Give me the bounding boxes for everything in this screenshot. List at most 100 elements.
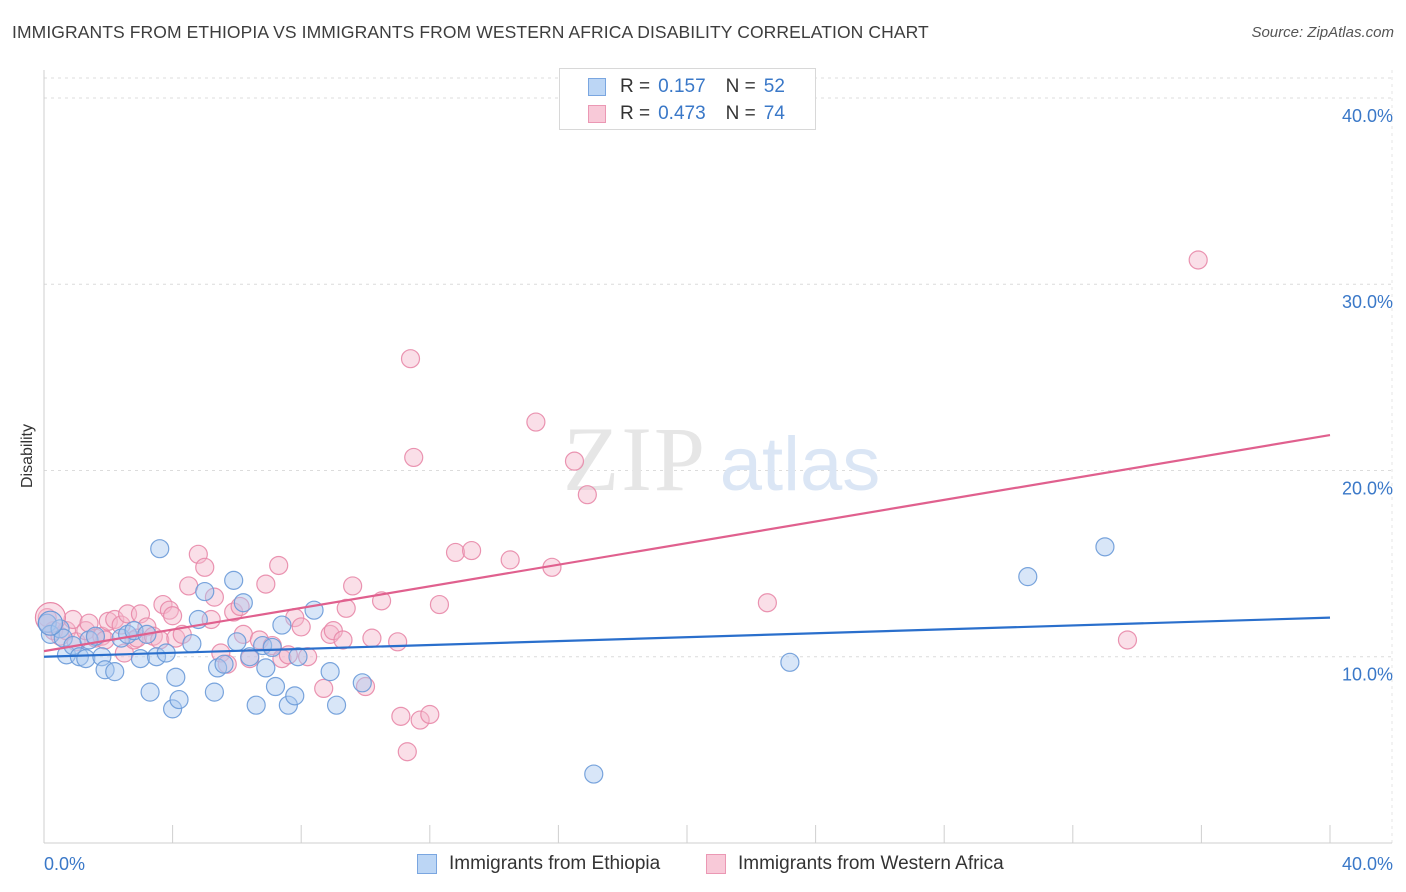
ethiopia-point-12	[105, 662, 125, 682]
western-africa-point-47	[314, 678, 334, 699]
western-africa-point-67	[526, 412, 546, 432]
ethiopia-point-43	[288, 647, 308, 667]
watermark-zip: ZIP	[563, 408, 707, 510]
ethiopia-point-49	[780, 652, 800, 672]
western-africa-point-52	[343, 576, 363, 596]
legend-n-label: N =	[725, 76, 756, 97]
western-africa-point-63	[429, 594, 450, 615]
ethiopia-point-48	[584, 764, 604, 784]
ethiopia-point-16	[130, 648, 151, 669]
ethiopia-point-42	[285, 686, 305, 706]
western-africa-point-39	[256, 574, 276, 594]
western-africa-point-54	[362, 628, 382, 648]
ethiopia-point-30	[214, 654, 234, 674]
legend-swatch-western-africa	[588, 105, 606, 123]
western-africa-point-23	[159, 600, 179, 620]
x-tick-label-max: 40.0%	[1342, 854, 1393, 874]
legend-swatch-ethiopia	[588, 78, 606, 96]
ethiopia-point-1	[40, 624, 61, 644]
bottom-legend-ethiopia: Immigrants from Ethiopia	[417, 852, 660, 876]
western-africa-point-65	[461, 540, 482, 561]
ethiopia-point-34	[240, 647, 260, 667]
legend-row-western-africa: R = 0.473 N = 74	[588, 102, 785, 126]
bottom-legend-label-ethiopia: Immigrants from Ethiopia	[449, 853, 661, 874]
western-africa-point-4	[63, 609, 83, 630]
ethiopia-point-45	[320, 662, 340, 682]
ethiopia-point-20	[150, 539, 170, 559]
ethiopia-point-18	[140, 682, 160, 702]
watermark-atlas: atlas	[720, 422, 881, 507]
grid-lines	[44, 70, 1393, 843]
ethiopia-point-38	[262, 637, 282, 658]
ethiopia-point-35	[246, 695, 266, 715]
trend-line-western-africa	[43, 433, 1331, 653]
legend-n-label: N =	[725, 103, 756, 124]
western-africa-point-41	[269, 555, 289, 576]
y-tick-label-3: 40.0%	[1342, 106, 1393, 126]
western-africa-point-53	[355, 676, 376, 697]
western-africa-point-72	[1117, 630, 1138, 650]
western-africa-point-71	[757, 593, 777, 613]
y-tick-label-2: 30.0%	[1342, 292, 1393, 312]
series-ethiopia-points	[37, 537, 1115, 784]
watermark: ZIP atlas	[563, 408, 880, 510]
bottom-legend-label-western-africa: Immigrants from Western Africa	[738, 853, 1004, 874]
ethiopia-point-7	[76, 648, 96, 669]
ethiopia-point-50	[1018, 567, 1038, 587]
legend-r-value: 0.473	[658, 103, 706, 124]
western-africa-point-73	[1188, 250, 1208, 270]
tick-labels: 10.0% 20.0% 30.0% 40.0% 0.0% 40.0%	[44, 106, 1393, 874]
ethiopia-point-41	[278, 695, 298, 715]
ethiopia-point-25	[182, 634, 202, 654]
chart-title: IMMIGRANTS FROM ETHIOPIA VS IMMIGRANTS F…	[12, 22, 929, 42]
western-africa-point-11	[98, 611, 118, 631]
bottom-legend-swatch-western-africa	[706, 854, 726, 874]
ethiopia-point-22	[163, 699, 183, 719]
western-africa-point-70	[577, 485, 597, 505]
ethiopia-point-23	[166, 667, 186, 687]
western-africa-point-31	[204, 587, 224, 607]
western-africa-point-66	[500, 550, 520, 570]
western-africa-point-69	[564, 451, 585, 471]
ethiopia-point-39	[265, 676, 286, 697]
source-label: Source: ZipAtlas.com	[1251, 24, 1394, 41]
western-africa-point-62	[420, 704, 440, 725]
western-africa-point-50	[333, 630, 353, 650]
ethiopia-point-27	[195, 581, 215, 602]
western-africa-point-27	[179, 576, 199, 596]
ethiopia-point-31	[224, 570, 244, 590]
ethiopia-point-28	[204, 682, 224, 702]
legend-r-label: R =	[620, 103, 651, 124]
western-africa-point-60	[404, 447, 424, 468]
western-africa-point-32	[211, 643, 231, 663]
ethiopia-point-47	[352, 673, 372, 693]
western-africa-point-24	[163, 606, 183, 626]
western-africa-point-58	[397, 742, 417, 762]
ethiopia-cluster-point	[37, 610, 64, 636]
western-africa-point-57	[391, 706, 411, 726]
bottom-legend-western-africa: Immigrants from Western Africa	[706, 852, 1004, 876]
western-africa-point-29	[195, 557, 215, 577]
legend-n-value: 52	[763, 76, 785, 97]
ethiopia-point-40	[272, 615, 292, 635]
x-tick-label-min: 0.0%	[44, 854, 85, 874]
bottom-legend-swatch-ethiopia	[417, 854, 437, 874]
trend-lines	[43, 433, 1331, 658]
series-western-africa-points	[34, 250, 1208, 762]
western-africa-point-35	[230, 596, 250, 617]
y-tick-label-1: 20.0%	[1342, 478, 1393, 498]
legend-r-value: 0.157	[658, 76, 706, 97]
y-tick-label-0: 10.0%	[1342, 665, 1393, 685]
western-africa-point-64	[445, 542, 466, 563]
ethiopia-point-11	[95, 660, 115, 680]
axes	[43, 70, 1392, 844]
western-africa-point-55	[371, 591, 392, 611]
western-africa-point-45	[291, 617, 311, 637]
ethiopia-point-46	[326, 695, 347, 715]
legend-row-ethiopia: R = 0.157 N = 52	[588, 75, 785, 99]
trend-line-ethiopia	[43, 616, 1331, 658]
legend-n-value: 74	[763, 103, 785, 124]
western-africa-point-61	[410, 710, 430, 730]
y-axis-label: Disability	[19, 423, 36, 489]
